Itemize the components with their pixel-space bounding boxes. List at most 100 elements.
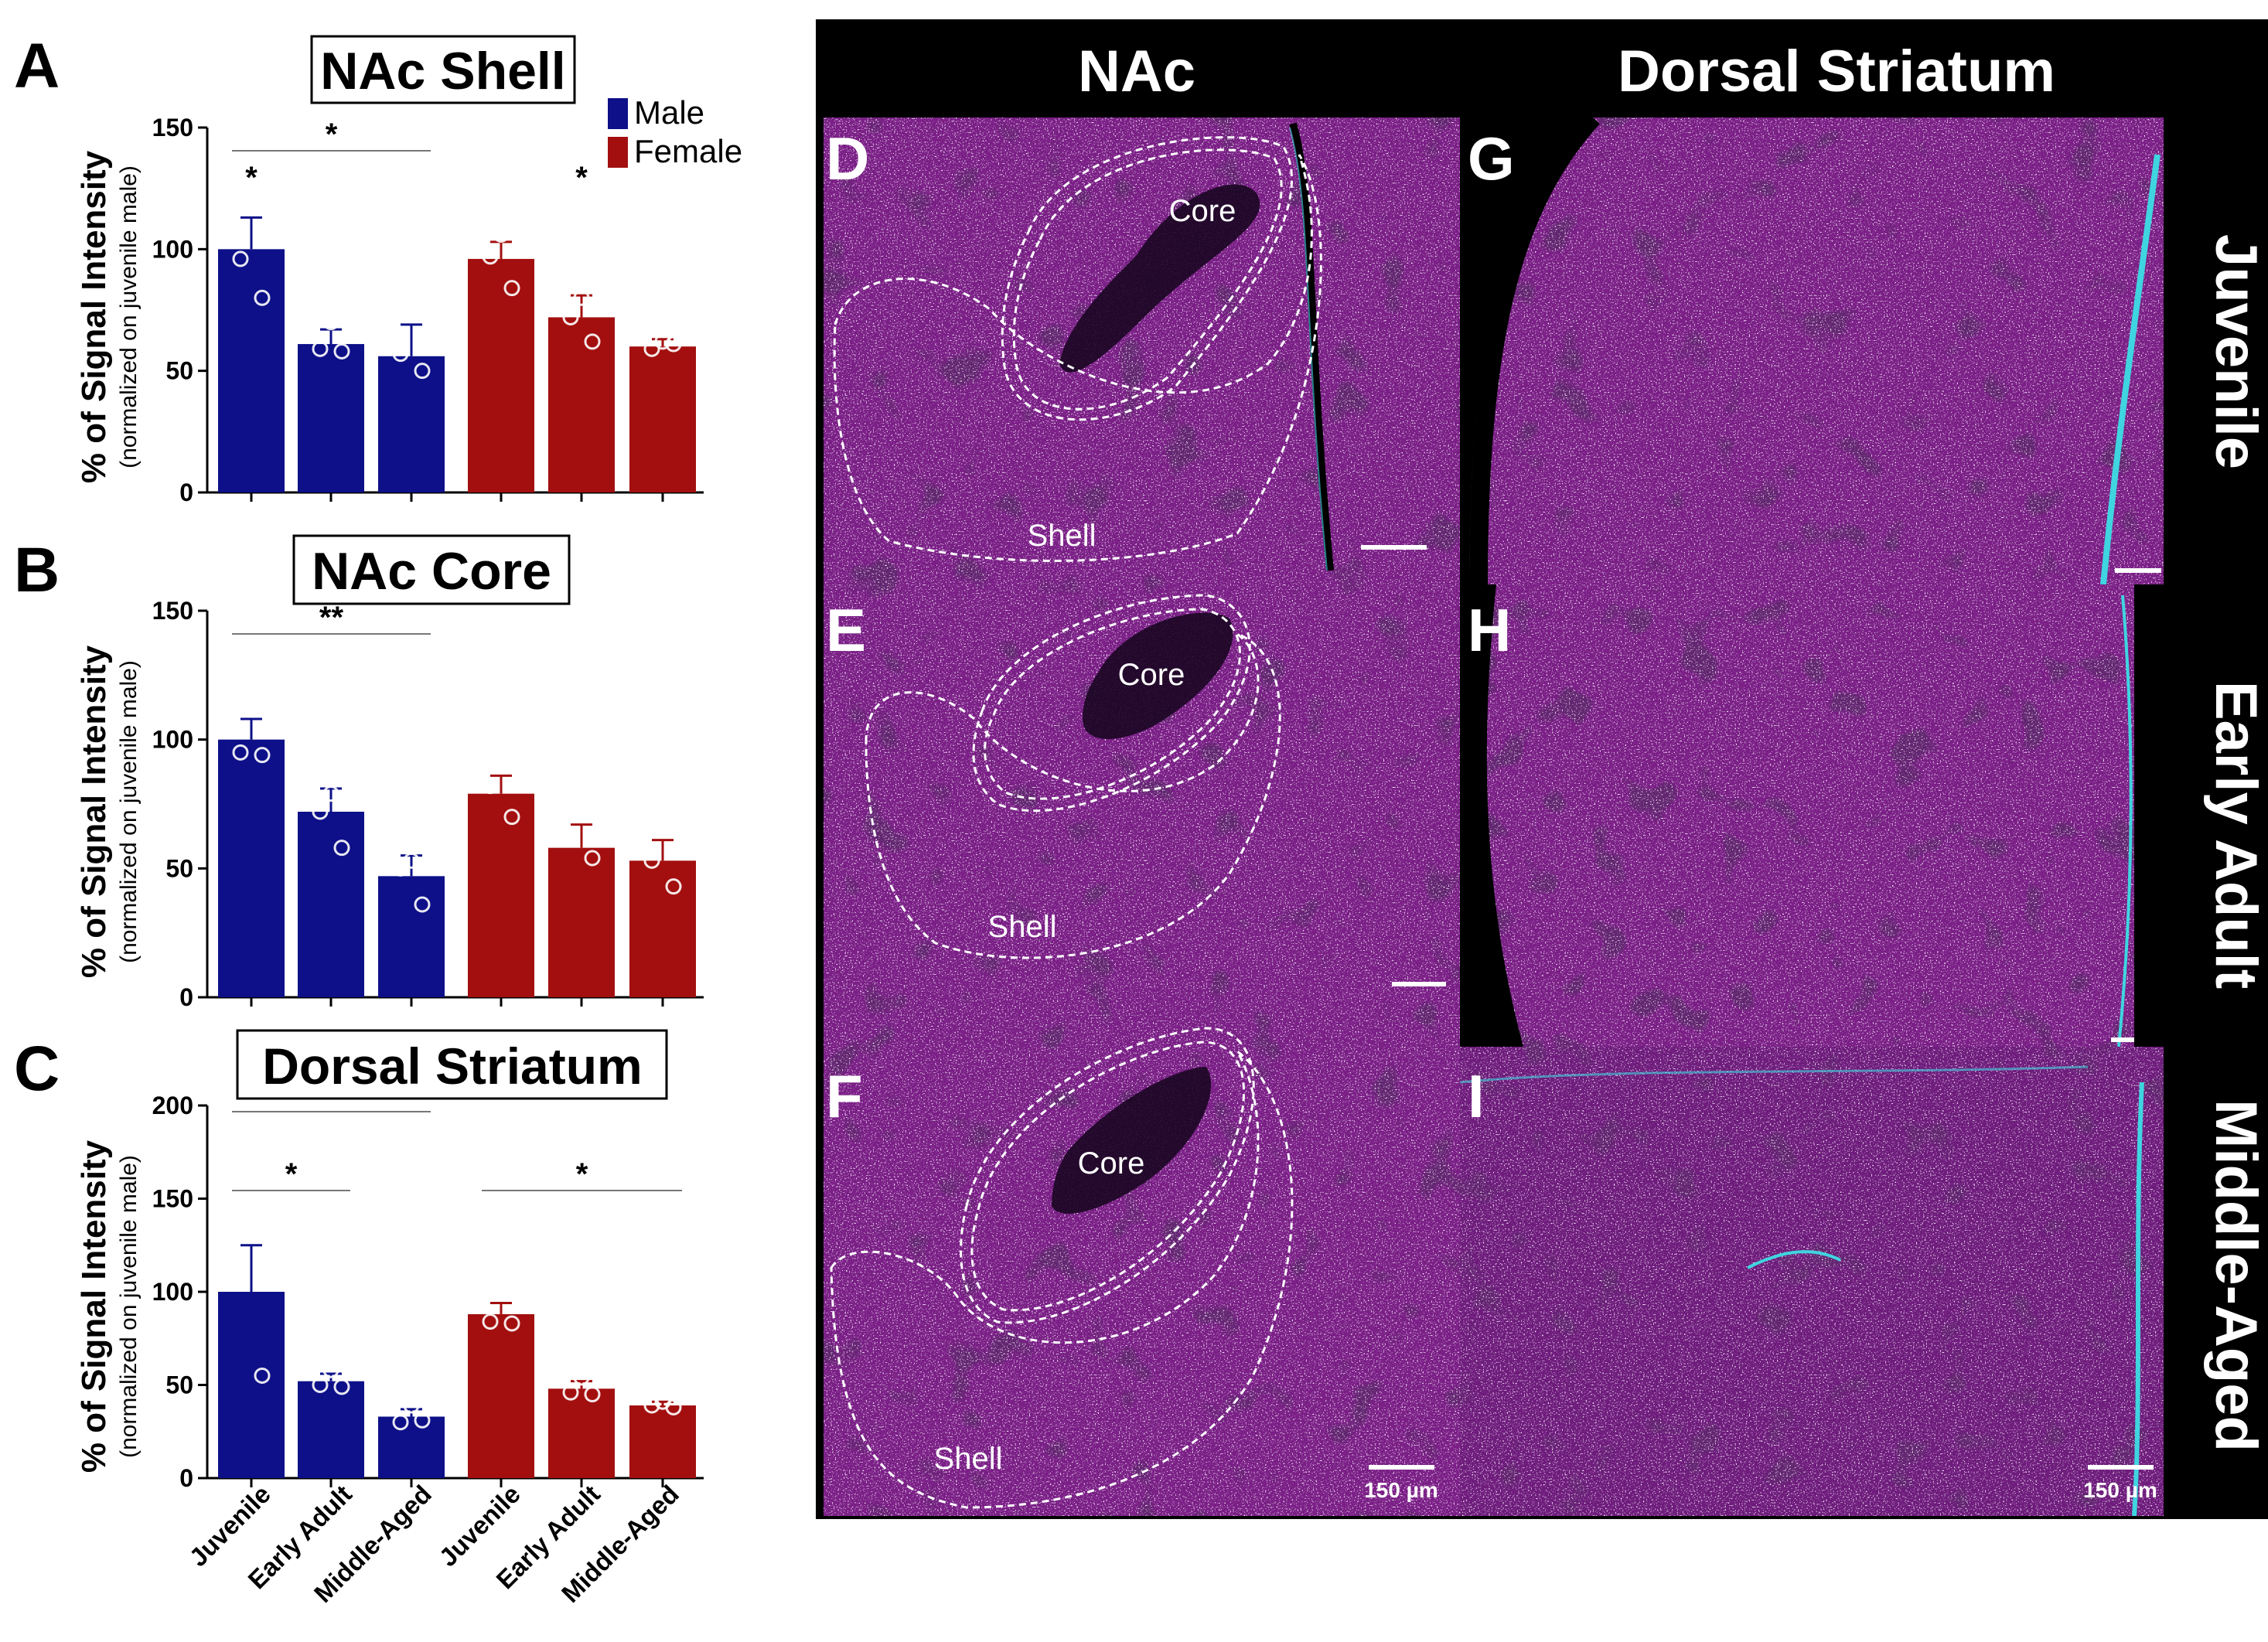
data-point (482, 248, 499, 265)
data-point (562, 1384, 579, 1401)
data-point (254, 747, 271, 764)
significance-label: ** (319, 601, 344, 635)
data-point (654, 333, 671, 350)
panel-letter-a: A (14, 31, 60, 101)
legend-label-female: Female (634, 133, 742, 169)
bar (629, 860, 696, 997)
row-label-juvenile: Juvenile (2203, 234, 2268, 469)
significance-label: * (575, 161, 588, 195)
chart-title-a: NAc Shell (320, 42, 565, 100)
data-point (573, 289, 590, 306)
y-tick-label: 150 (152, 114, 193, 141)
data-point (573, 1369, 590, 1386)
region-label-shell: Shell (988, 910, 1057, 944)
data-point (665, 1398, 682, 1415)
data-point (643, 340, 660, 357)
bar (468, 793, 534, 997)
y-tick-label: 0 (179, 479, 193, 506)
bar (218, 739, 285, 997)
bar (629, 346, 696, 492)
y-tick-label: 0 (179, 1464, 193, 1492)
y-axis-title-c: % of Signal Intensity (75, 1140, 113, 1473)
data-point (243, 1205, 260, 1222)
micrograph-tile-i: 150 µm (1460, 1047, 2164, 1516)
y-tick-label: 100 (152, 1278, 193, 1306)
data-point (322, 1361, 339, 1378)
data-point (254, 1367, 271, 1384)
data-point (503, 280, 520, 297)
chart-title-c: Dorsal Striatum (262, 1037, 642, 1095)
micrograph-tile-g (1460, 118, 2164, 584)
micrograph-tile-f: 150 µm (824, 994, 1460, 1516)
panel-letter-b: B (14, 535, 60, 605)
data-point (322, 785, 339, 802)
micrograph-tile-h (1460, 584, 2134, 1047)
panel-letter-f: F (826, 1062, 863, 1130)
scale-bar-label: 150 µm (1364, 1478, 1438, 1502)
data-point (312, 340, 329, 357)
bar (378, 1416, 445, 1478)
bar (548, 847, 615, 997)
legend-label-male: Male (634, 94, 704, 131)
micrograph-tile-e (824, 571, 1460, 994)
row-label-early-adult: Early Adult (2203, 681, 2268, 989)
y-tick-label: 200 (152, 1092, 193, 1119)
data-point (414, 1412, 431, 1429)
data-point (643, 852, 660, 869)
data-point (243, 693, 260, 710)
data-point (414, 363, 431, 380)
data-point (584, 1386, 601, 1403)
region-label-core: Core (1118, 658, 1185, 692)
y-tick-label: 50 (165, 1371, 193, 1399)
scale-bar-label: 150 µm (2083, 1478, 2157, 1502)
column-header-nac: NAc (1078, 39, 1195, 104)
region-label-core: Core (1078, 1146, 1145, 1180)
y-tick-label: 150 (152, 1185, 193, 1213)
data-point (584, 333, 601, 350)
data-point (643, 1397, 660, 1414)
data-point (403, 852, 420, 869)
legend-swatch-female (608, 137, 628, 168)
data-point (493, 751, 510, 768)
panel-letter-i: I (1468, 1062, 1485, 1130)
bar (298, 812, 364, 997)
data-point (584, 850, 601, 867)
data-point (482, 778, 499, 795)
data-point (254, 289, 271, 306)
data-point (243, 199, 260, 216)
y-tick-label: 0 (179, 983, 193, 1011)
data-point (312, 1377, 329, 1393)
y-axis-title-a: % of Signal Intensity (75, 150, 113, 483)
region-label-shell: Shell (934, 1442, 1003, 1476)
y-axis-subtitle-b: (normalized on juvenile male) (116, 660, 142, 963)
data-point (493, 226, 510, 243)
micrograph-tile-d (824, 118, 1460, 571)
data-point (482, 1313, 499, 1330)
data-point (573, 801, 590, 818)
data-point (322, 314, 339, 331)
bar (629, 1405, 696, 1478)
y-axis-subtitle-c: (normalized on juvenile male) (116, 1155, 142, 1458)
bar (468, 1313, 534, 1478)
title-box-c (236, 1029, 668, 1100)
data-point (562, 308, 579, 325)
data-point (665, 336, 682, 353)
bar (548, 1388, 615, 1478)
panel-letter-d: D (826, 124, 869, 192)
panel-letter-g: G (1468, 124, 1515, 192)
data-point (562, 829, 579, 846)
significance-label: * (245, 161, 257, 195)
y-axis-title-b: % of Signal Intensity (75, 645, 113, 978)
bar (548, 317, 615, 492)
data-point (232, 1274, 249, 1291)
y-tick-label: 100 (152, 235, 193, 263)
y-tick-label: 50 (165, 854, 193, 882)
title-box-a (310, 35, 576, 104)
bar (468, 258, 534, 492)
title-box-b (292, 534, 571, 605)
data-point (333, 840, 350, 857)
data-point (312, 803, 329, 820)
chart-title-b: NAc Core (312, 542, 551, 601)
bar (298, 344, 364, 492)
